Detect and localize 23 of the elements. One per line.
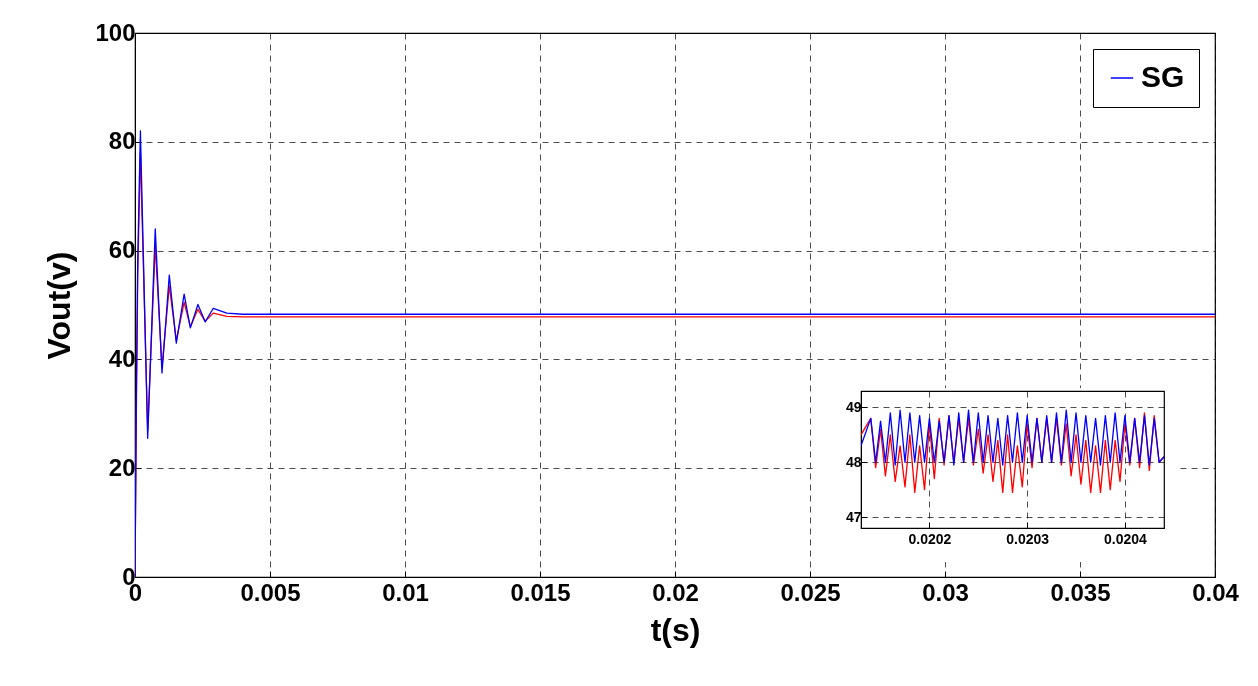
legend-label: SG: [1141, 60, 1185, 93]
x-tick-label: 0.025: [780, 578, 841, 606]
y-tick-label: 100: [95, 18, 136, 46]
x-tick-label: 0.015: [510, 578, 571, 606]
y-tick-label: 40: [108, 344, 136, 372]
x-tick-label: 0.005: [240, 578, 301, 606]
x-tick-label: 0.0202: [908, 530, 952, 547]
x-tick-label: 0.0204: [1103, 530, 1148, 547]
x-tick-label: 0.01: [382, 578, 429, 606]
line-series: [861, 409, 1164, 466]
x-tick-label: 0.03: [922, 578, 969, 606]
x-tick-label: 0.035: [1050, 578, 1111, 606]
y-tick-label: 80: [108, 127, 136, 155]
y-tick-label: 47: [845, 508, 862, 525]
x-tick-label: 0.02: [652, 578, 699, 606]
y-tick-label: 60: [108, 236, 136, 264]
y-tick-label: 48: [845, 453, 862, 470]
y-tick-label: 20: [108, 453, 136, 481]
x-tick-label: 0.04: [1192, 578, 1240, 606]
x-axis-title: t(s): [650, 611, 701, 648]
x-tick-label: 0.0203: [1006, 530, 1050, 547]
y-axis-title: Vout(v): [41, 251, 78, 360]
y-tick-label: 49: [845, 398, 862, 415]
